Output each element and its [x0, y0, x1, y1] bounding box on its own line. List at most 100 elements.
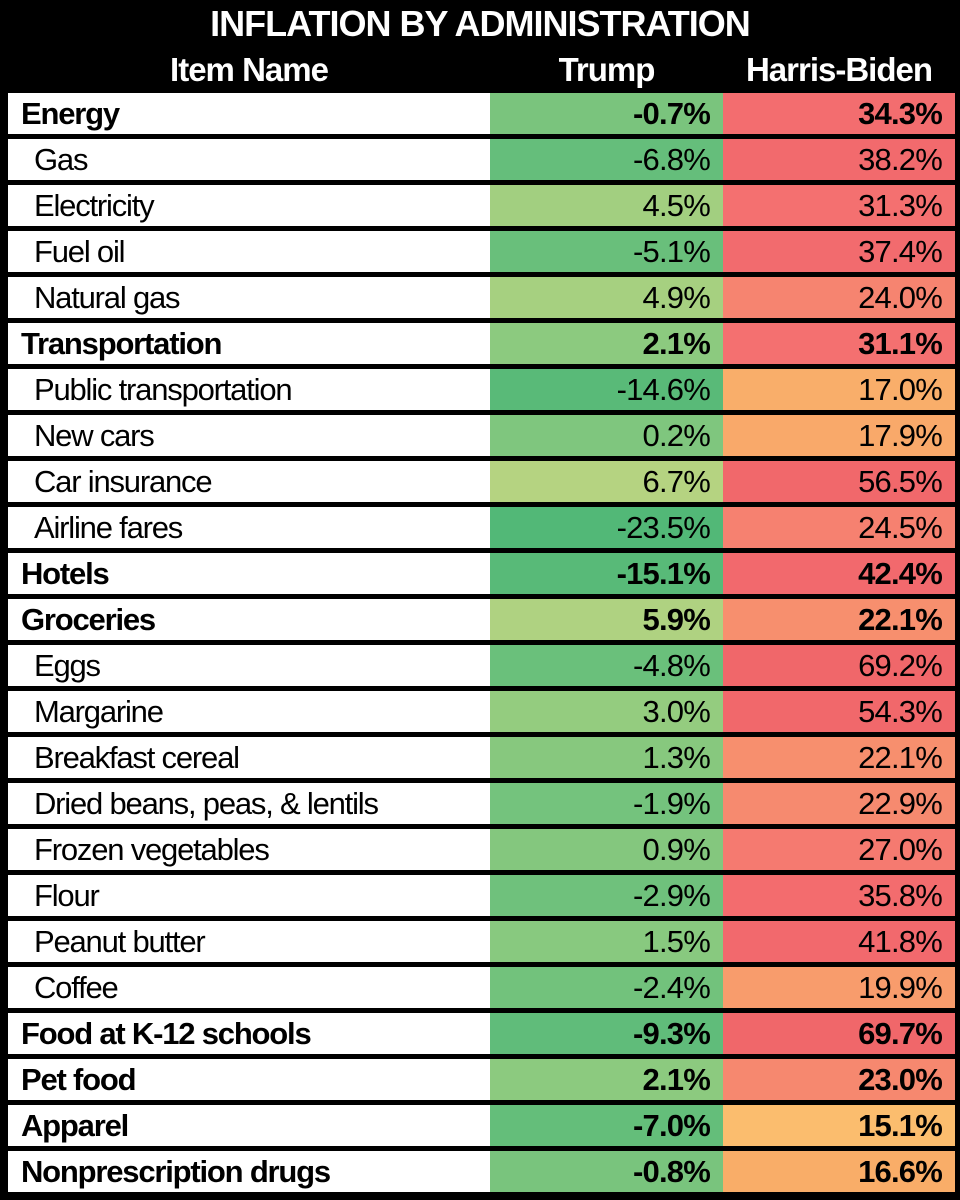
table-row: Energy -0.7% 34.3%	[8, 93, 955, 139]
trump-value-cell: -6.8%	[490, 139, 723, 180]
page-title: INFLATION BY ADMINISTRATION	[210, 2, 751, 44]
table-body: Energy -0.7% 34.3% Gas -6.8% 38.2% Elect…	[8, 93, 955, 1197]
harris-biden-value-cell: 22.9%	[723, 783, 955, 824]
table-row: Transportation 2.1% 31.1%	[8, 323, 955, 369]
table-row: Food at K-12 schools -9.3% 69.7%	[8, 1013, 955, 1059]
table-row: Natural gas 4.9% 24.0%	[8, 277, 955, 323]
trump-value-cell: -4.8%	[490, 645, 723, 686]
table-row: Peanut butter 1.5% 41.8%	[8, 921, 955, 967]
trump-value-cell: -2.9%	[490, 875, 723, 916]
item-name-cell: Electricity	[8, 185, 490, 226]
table-row: Flour -2.9% 35.8%	[8, 875, 955, 921]
table-row: New cars 0.2% 17.9%	[8, 415, 955, 461]
item-name-cell: Coffee	[8, 967, 490, 1008]
trump-value-cell: -14.6%	[490, 369, 723, 410]
table-row: Breakfast cereal 1.3% 22.1%	[8, 737, 955, 783]
column-header-item-name: Item Name	[170, 51, 329, 88]
trump-value-cell: -1.9%	[490, 783, 723, 824]
trump-value-cell: 4.5%	[490, 185, 723, 226]
table-row: Pet food 2.1% 23.0%	[8, 1059, 955, 1105]
item-name-cell: Nonprescription drugs	[8, 1151, 490, 1192]
table-row: Gas -6.8% 38.2%	[8, 139, 955, 185]
table-row: Eggs -4.8% 69.2%	[8, 645, 955, 691]
trump-value-cell: -0.7%	[490, 93, 723, 134]
harris-biden-value-cell: 16.6%	[723, 1151, 955, 1192]
item-name-cell: Fuel oil	[8, 231, 490, 272]
item-name-cell: Energy	[8, 93, 490, 134]
trump-value-cell: -7.0%	[490, 1105, 723, 1146]
column-header-trump: Trump	[558, 51, 656, 88]
table-row: Coffee -2.4% 19.9%	[8, 967, 955, 1013]
item-name-cell: Apparel	[8, 1105, 490, 1146]
item-name-cell: New cars	[8, 415, 490, 456]
trump-value-cell: -5.1%	[490, 231, 723, 272]
harris-biden-value-cell: 41.8%	[723, 921, 955, 962]
harris-biden-value-cell: 56.5%	[723, 461, 955, 502]
item-name-cell: Groceries	[8, 599, 490, 640]
harris-biden-value-cell: 22.1%	[723, 737, 955, 778]
table-row: Public transportation -14.6% 17.0%	[8, 369, 955, 415]
item-name-cell: Pet food	[8, 1059, 490, 1100]
harris-biden-value-cell: 34.3%	[723, 93, 955, 134]
item-name-cell: Food at K-12 schools	[8, 1013, 490, 1054]
trump-value-cell: 2.1%	[490, 323, 723, 364]
table-row: Electricity 4.5% 31.3%	[8, 185, 955, 231]
item-name-cell: Car insurance	[8, 461, 490, 502]
table-row: Dried beans, peas, & lentils -1.9% 22.9%	[8, 783, 955, 829]
harris-biden-value-cell: 17.0%	[723, 369, 955, 410]
harris-biden-value-cell: 22.1%	[723, 599, 955, 640]
harris-biden-value-cell: 54.3%	[723, 691, 955, 732]
trump-value-cell: 6.7%	[490, 461, 723, 502]
harris-biden-value-cell: 31.3%	[723, 185, 955, 226]
harris-biden-value-cell: 23.0%	[723, 1059, 955, 1100]
trump-value-cell: -15.1%	[490, 553, 723, 594]
trump-value-cell: -2.4%	[490, 967, 723, 1008]
item-name-cell: Public transportation	[8, 369, 490, 410]
harris-biden-value-cell: 37.4%	[723, 231, 955, 272]
harris-biden-value-cell: 17.9%	[723, 415, 955, 456]
table-row: Apparel -7.0% 15.1%	[8, 1105, 955, 1151]
trump-value-cell: 1.3%	[490, 737, 723, 778]
table-row: Airline fares -23.5% 24.5%	[8, 507, 955, 553]
trump-value-cell: 4.9%	[490, 277, 723, 318]
trump-value-cell: 2.1%	[490, 1059, 723, 1100]
trump-value-cell: 5.9%	[490, 599, 723, 640]
item-name-cell: Natural gas	[8, 277, 490, 318]
item-name-cell: Gas	[8, 139, 490, 180]
harris-biden-value-cell: 31.1%	[723, 323, 955, 364]
item-name-cell: Dried beans, peas, & lentils	[8, 783, 490, 824]
harris-biden-value-cell: 19.9%	[723, 967, 955, 1008]
table-row: Car insurance 6.7% 56.5%	[8, 461, 955, 507]
harris-biden-value-cell: 24.0%	[723, 277, 955, 318]
harris-biden-value-cell: 15.1%	[723, 1105, 955, 1146]
harris-biden-value-cell: 27.0%	[723, 829, 955, 870]
item-name-cell: Eggs	[8, 645, 490, 686]
harris-biden-value-cell: 69.7%	[723, 1013, 955, 1054]
item-name-cell: Frozen vegetables	[8, 829, 490, 870]
item-name-cell: Flour	[8, 875, 490, 916]
item-name-cell: Transportation	[8, 323, 490, 364]
trump-value-cell: 1.5%	[490, 921, 723, 962]
harris-biden-value-cell: 24.5%	[723, 507, 955, 548]
table-row: Fuel oil -5.1% 37.4%	[8, 231, 955, 277]
table-row: Groceries 5.9% 22.1%	[8, 599, 955, 645]
trump-value-cell: 0.9%	[490, 829, 723, 870]
harris-biden-value-cell: 38.2%	[723, 139, 955, 180]
trump-value-cell: 3.0%	[490, 691, 723, 732]
harris-biden-value-cell: 35.8%	[723, 875, 955, 916]
column-header-harris-biden: Harris-Biden	[745, 51, 933, 88]
trump-value-cell: -9.3%	[490, 1013, 723, 1054]
table-row: Frozen vegetables 0.9% 27.0%	[8, 829, 955, 875]
trump-value-cell: -0.8%	[490, 1151, 723, 1192]
harris-biden-value-cell: 42.4%	[723, 553, 955, 594]
item-name-cell: Peanut butter	[8, 921, 490, 962]
item-name-cell: Hotels	[8, 553, 490, 594]
table-row: Nonprescription drugs -0.8% 16.6%	[8, 1151, 955, 1197]
item-name-cell: Margarine	[8, 691, 490, 732]
trump-value-cell: 0.2%	[490, 415, 723, 456]
harris-biden-value-cell: 69.2%	[723, 645, 955, 686]
column-header-row: Item Name Trump Harris-Biden	[8, 47, 955, 93]
item-name-cell: Airline fares	[8, 507, 490, 548]
item-name-cell: Breakfast cereal	[8, 737, 490, 778]
